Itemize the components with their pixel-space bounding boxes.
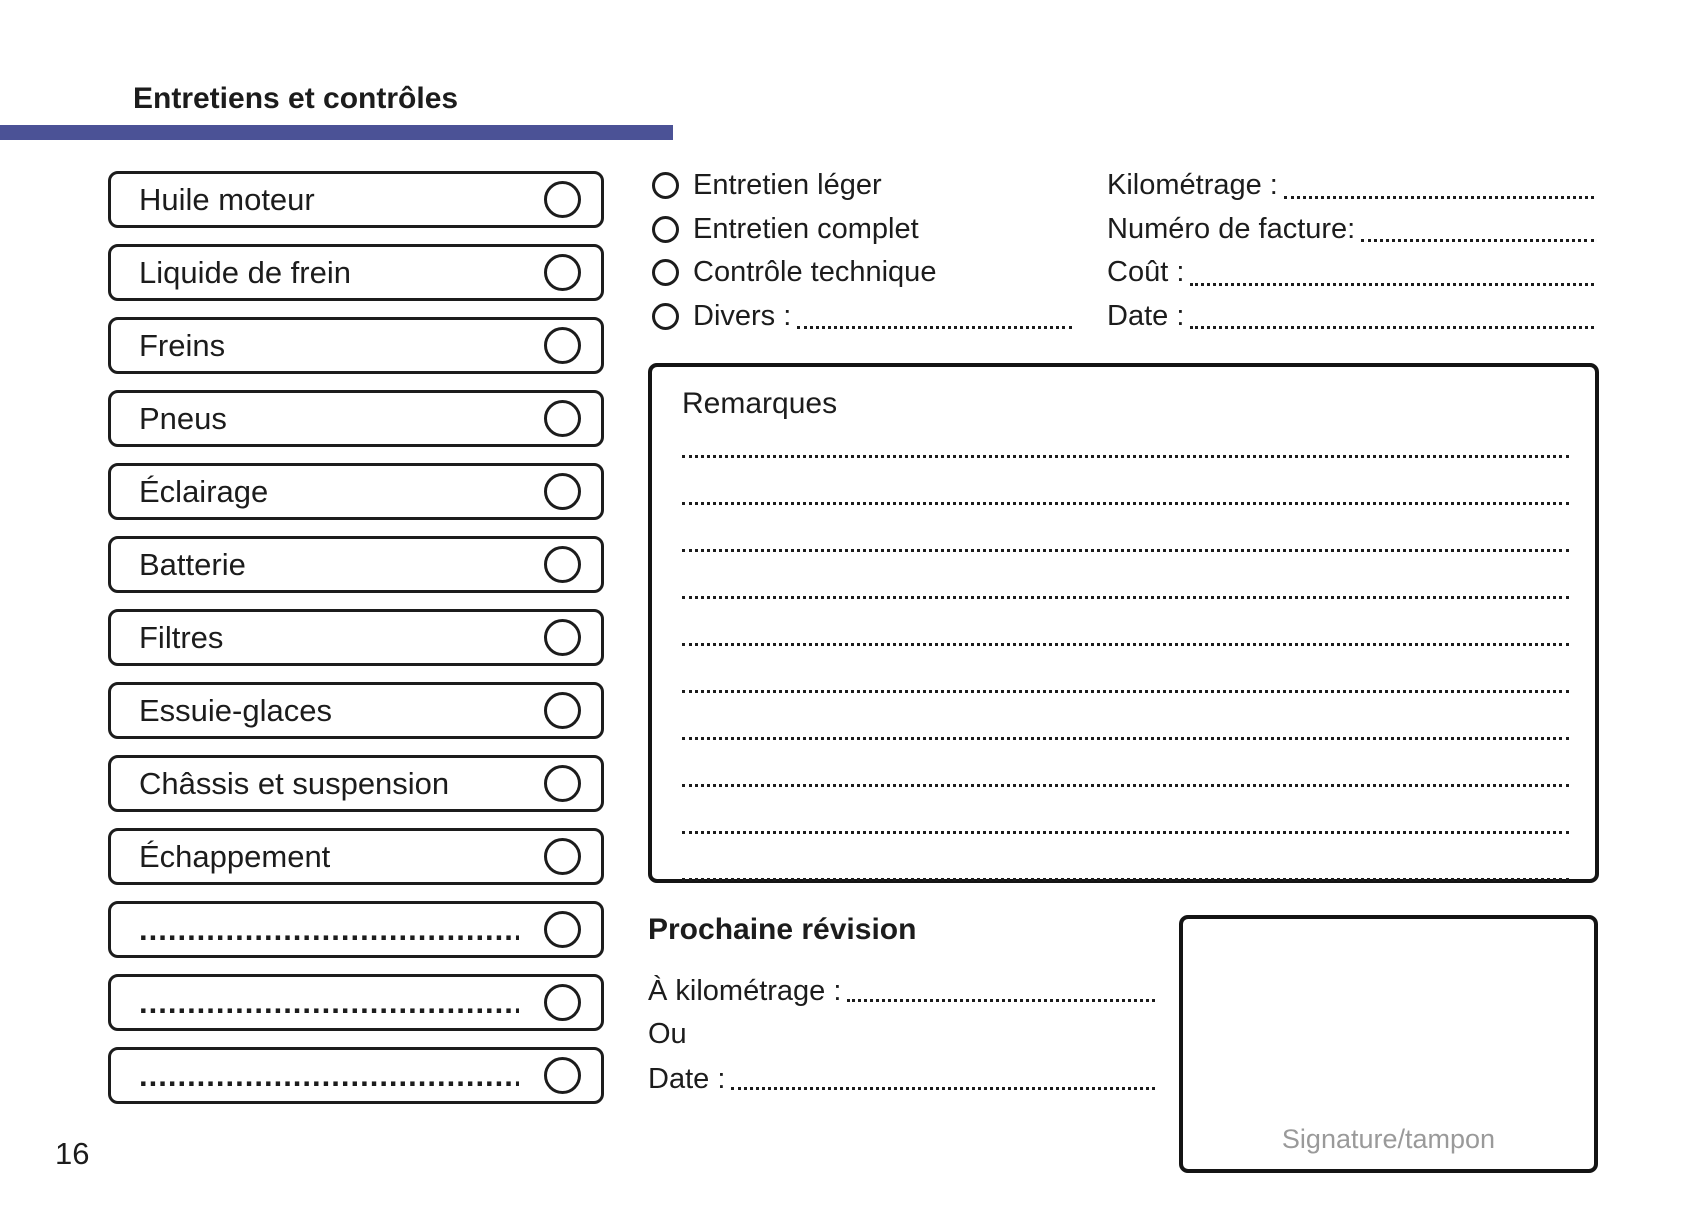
checklist-item: Freins: [108, 317, 604, 374]
next-service-title: Prochaine révision: [648, 913, 917, 946]
checkbox-circle[interactable]: [544, 546, 581, 583]
invoice-field-row: Coût :: [1107, 251, 1594, 295]
page-title: Entretiens et contrôles: [133, 82, 459, 115]
checkbox-circle[interactable]: [544, 984, 581, 1021]
checkbox-circle[interactable]: [544, 692, 581, 729]
checklist-item-label: ........................................: [139, 984, 519, 1020]
remarks-box: Remarques: [648, 363, 1599, 883]
checklist-item-label: Huile moteur: [139, 181, 315, 217]
service-option-row: Entretien léger: [652, 164, 1072, 208]
service-option-row-divers: Divers :: [652, 295, 1072, 339]
next-service-date-row: Date :: [648, 1059, 1155, 1099]
radio-circle[interactable]: [652, 215, 679, 243]
checklist-item: Éclairage: [108, 463, 604, 520]
service-type-options: Entretien léger Entretien complet Contrô…: [652, 164, 1072, 338]
remarks-lines: [682, 411, 1569, 881]
checkbox-circle[interactable]: [544, 619, 581, 656]
service-option-label: Entretien complet: [693, 212, 919, 245]
checkbox-circle[interactable]: [544, 254, 581, 291]
checklist-item-label: Pneus: [139, 400, 227, 436]
invoice-field-label: Numéro de facture:: [1107, 212, 1356, 245]
checklist-item: Essuie-glaces: [108, 682, 604, 739]
checkbox-circle[interactable]: [544, 911, 581, 948]
checklist-item-label: Filtres: [139, 619, 224, 655]
service-option-row: Entretien complet: [652, 208, 1072, 252]
signature-box[interactable]: Signature/tampon: [1179, 915, 1598, 1173]
checklist-item-label: Essuie-glaces: [139, 692, 332, 728]
checklist-item-label: Freins: [139, 327, 226, 363]
checklist-item-label: Échappement: [139, 838, 331, 874]
remarks-fill-in-line[interactable]: [682, 740, 1569, 787]
service-option-label: Contrôle technique: [693, 256, 937, 289]
accent-bar: [0, 125, 673, 140]
checklist-item-label: ........................................: [139, 911, 519, 947]
remarks-fill-in-line[interactable]: [682, 458, 1569, 505]
remarks-title: Remarques: [682, 387, 838, 420]
invoice-fill-in-line[interactable]: [1283, 195, 1594, 199]
checklist-item: Filtres: [108, 609, 604, 666]
invoice-field-label: Date :: [1107, 300, 1185, 333]
next-service-km-fill-in-line[interactable]: [847, 999, 1155, 1002]
invoice-field-label: Kilométrage :: [1107, 169, 1278, 202]
remarks-fill-in-line[interactable]: [682, 505, 1569, 552]
checklist-item: Pneus: [108, 390, 604, 447]
invoice-fields: Kilométrage : Numéro de facture: Coût : …: [1107, 164, 1594, 338]
page-number: 16: [55, 1136, 90, 1171]
checkbox-circle[interactable]: [544, 473, 581, 510]
invoice-field-label: Coût :: [1107, 256, 1185, 289]
checklist-item: ........................................: [108, 1047, 604, 1104]
checklist-item: ........................................: [108, 974, 604, 1031]
checklist-item-label: Châssis et suspension: [139, 765, 450, 801]
checklist-item: Échappement: [108, 828, 604, 885]
checkbox-circle[interactable]: [544, 838, 581, 875]
divers-fill-in-line[interactable]: [797, 326, 1072, 329]
next-service-or-label: Ou: [648, 1018, 687, 1050]
radio-circle[interactable]: [652, 172, 679, 200]
invoice-fill-in-line[interactable]: [1190, 282, 1594, 286]
checklist-item: Liquide de frein: [108, 244, 604, 301]
remarks-fill-in-line[interactable]: [682, 693, 1569, 740]
service-option-label: Entretien léger: [693, 169, 882, 202]
remarks-fill-in-line[interactable]: [682, 411, 1569, 458]
invoice-field-row: Date :: [1107, 295, 1594, 339]
invoice-fill-in-line[interactable]: [1361, 239, 1594, 243]
remarks-fill-in-line[interactable]: [682, 599, 1569, 646]
next-service-km-label: À kilométrage :: [648, 974, 842, 1007]
checkbox-circle[interactable]: [544, 400, 581, 437]
remarks-fill-in-line[interactable]: [682, 834, 1569, 881]
maintenance-checklist: Huile moteur Liquide de frein Freins Pne…: [108, 171, 604, 1120]
service-option-label: Divers :: [693, 299, 792, 332]
radio-circle[interactable]: [652, 302, 679, 330]
checklist-item: Batterie: [108, 536, 604, 593]
invoice-fill-in-line[interactable]: [1190, 326, 1594, 330]
checkbox-circle[interactable]: [544, 1057, 581, 1094]
remarks-fill-in-line[interactable]: [682, 552, 1569, 599]
checklist-item: Huile moteur: [108, 171, 604, 228]
checklist-item-label: Éclairage: [139, 473, 269, 509]
invoice-field-row: Numéro de facture:: [1107, 208, 1594, 252]
checkbox-circle[interactable]: [544, 765, 581, 802]
checklist-item: ........................................: [108, 901, 604, 958]
checklist-item-label: Batterie: [139, 546, 246, 582]
remarks-fill-in-line[interactable]: [682, 787, 1569, 834]
checkbox-circle[interactable]: [544, 327, 581, 364]
next-service-date-fill-in-line[interactable]: [731, 1087, 1155, 1090]
checkbox-circle[interactable]: [544, 181, 581, 218]
checklist-item-label: Liquide de frein: [139, 254, 351, 290]
invoice-field-row: Kilométrage :: [1107, 164, 1594, 208]
signature-label: Signature/tampon: [1281, 1124, 1496, 1154]
checklist-item-label: ........................................: [139, 1057, 519, 1093]
next-service-date-label: Date :: [648, 1062, 726, 1095]
radio-circle[interactable]: [652, 259, 679, 287]
service-option-row: Contrôle technique: [652, 251, 1072, 295]
remarks-fill-in-line[interactable]: [682, 646, 1569, 693]
next-service-km-row: À kilométrage :: [648, 971, 1155, 1011]
checklist-item: Châssis et suspension: [108, 755, 604, 812]
